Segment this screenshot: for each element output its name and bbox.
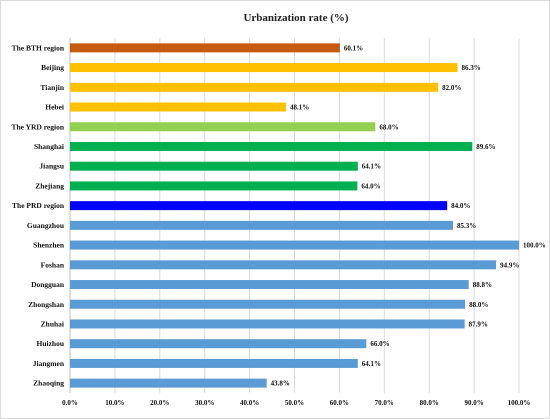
bar bbox=[70, 260, 497, 270]
data-label: 100.0% bbox=[523, 242, 546, 250]
category-label: Zhaoqing bbox=[33, 379, 64, 388]
category-label: Tianjin bbox=[40, 83, 64, 92]
data-label: 94.9% bbox=[500, 261, 519, 269]
bar bbox=[70, 358, 358, 368]
data-label: 60.1% bbox=[344, 44, 363, 52]
x-tick-label: 80.0% bbox=[420, 399, 439, 407]
category-label: Foshan bbox=[41, 260, 65, 269]
data-label: 85.3% bbox=[457, 222, 476, 230]
data-label: 82.0% bbox=[442, 84, 461, 92]
category-label: Guangzhou bbox=[27, 221, 64, 230]
chart-title: Urbanization rate (%) bbox=[243, 12, 348, 24]
category-labels: The BTH region Beijing Tianjin Hebei The YRD… bbox=[12, 43, 65, 387]
category-label: Jiangmen bbox=[33, 359, 65, 368]
category-label: Zhejiang bbox=[35, 181, 64, 190]
category-label: Zhuhai bbox=[41, 319, 64, 328]
bar bbox=[70, 280, 469, 290]
data-label: 48.1% bbox=[290, 104, 309, 112]
bar bbox=[70, 201, 448, 211]
category-label: Shanghai bbox=[34, 142, 64, 151]
category-label: The PRD region bbox=[12, 201, 65, 210]
x-tick-label: 60.0% bbox=[330, 399, 349, 407]
category-label: Huizhou bbox=[36, 339, 64, 348]
bar bbox=[70, 240, 519, 250]
category-label: Jiangsu bbox=[39, 162, 64, 171]
x-axis-ticks: 0.0% 10.0% 20.0% 30.0% 40.0% 50.0% 60.0% 70.0% 8… bbox=[62, 399, 530, 407]
data-label: 88.0% bbox=[469, 301, 488, 309]
x-tick-label: 0.0% bbox=[62, 399, 78, 407]
bar bbox=[70, 141, 473, 151]
bar bbox=[70, 43, 340, 53]
x-tick-label: 20.0% bbox=[150, 399, 169, 407]
data-label: 84.0% bbox=[451, 202, 470, 210]
data-label: 89.6% bbox=[476, 143, 495, 151]
bar bbox=[70, 378, 267, 388]
bar bbox=[70, 161, 358, 171]
bar bbox=[70, 220, 453, 230]
bar bbox=[70, 63, 458, 73]
category-label: Dongguan bbox=[31, 280, 65, 289]
grid-lines bbox=[69, 38, 520, 393]
data-label: 87.9% bbox=[469, 320, 488, 328]
data-label: 64.1% bbox=[362, 360, 381, 368]
bar bbox=[70, 122, 376, 132]
x-tick-label: 70.0% bbox=[375, 399, 394, 407]
category-label: The BTH region bbox=[12, 43, 65, 52]
data-label: 64.1% bbox=[362, 163, 381, 171]
data-label: 64.0% bbox=[361, 182, 380, 190]
category-label: Zhongshan bbox=[28, 300, 65, 309]
bars bbox=[70, 43, 519, 388]
category-label: The YRD region bbox=[12, 122, 65, 131]
data-label: 43.8% bbox=[271, 380, 290, 388]
data-label: 68.0% bbox=[379, 123, 398, 131]
bar bbox=[70, 319, 465, 329]
x-tick-label: 100.0% bbox=[508, 399, 531, 407]
category-label: Shenzhen bbox=[33, 241, 65, 250]
x-tick-label: 50.0% bbox=[285, 399, 304, 407]
category-label: Hebei bbox=[45, 103, 64, 112]
x-tick-label: 10.0% bbox=[105, 399, 124, 407]
x-tick-label: 30.0% bbox=[195, 399, 214, 407]
bar bbox=[70, 82, 439, 92]
bar bbox=[70, 102, 286, 112]
data-label: 86.3% bbox=[461, 64, 480, 72]
data-label: 88.8% bbox=[473, 281, 492, 289]
bar bbox=[70, 299, 466, 309]
data-label: 66.0% bbox=[370, 340, 389, 348]
x-tick-label: 90.0% bbox=[464, 399, 483, 407]
category-label: Beijing bbox=[41, 63, 64, 72]
x-tick-label: 40.0% bbox=[240, 399, 259, 407]
bar bbox=[70, 181, 358, 191]
data-labels: 60.1% 86.3% 82.0% 48.1% 68.0% 89.6% 64.1% 64.0%… bbox=[271, 44, 546, 387]
bar bbox=[70, 339, 367, 349]
